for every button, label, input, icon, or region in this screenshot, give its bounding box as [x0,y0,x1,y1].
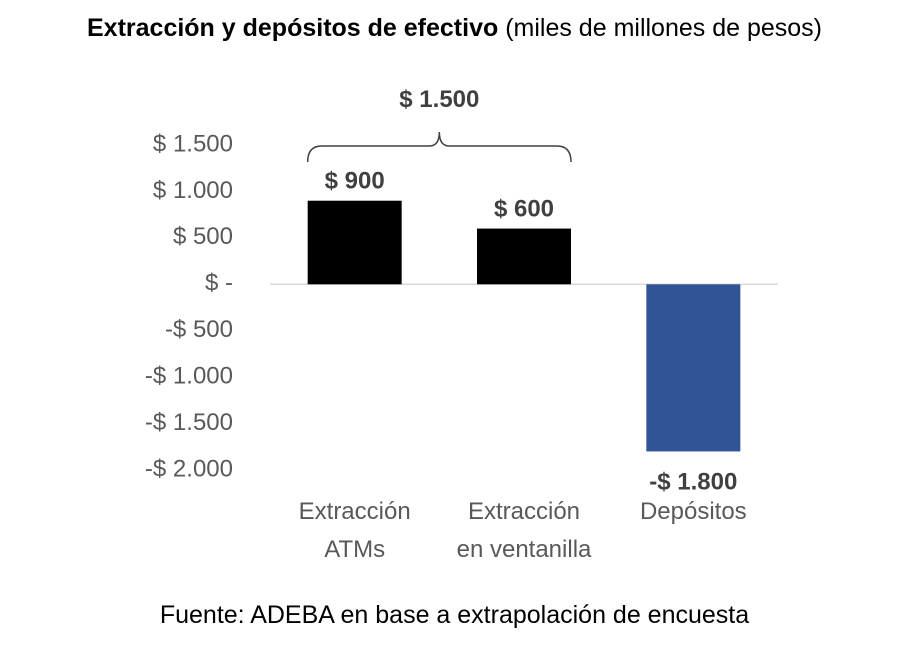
data-label: $ 900 [325,168,385,195]
category-label: Extracción [468,498,580,525]
y-tick-label: $ 1.000 [153,177,233,204]
y-tick-label: -$ 2.000 [145,455,233,482]
data-label: -$ 1.800 [649,468,737,495]
y-tick-label: $ 1.500 [153,130,233,157]
sum-brace-annotation: $ 1.500 [306,86,572,163]
curly-brace [306,131,572,163]
category-label: ATMs [324,536,385,563]
bar [646,284,741,452]
chart-title-units: (miles de millones de pesos) [505,14,822,42]
data-labels: $ 900 $ 600 -$ 1.800 [325,168,738,496]
category-label: Depósitos [640,498,747,525]
y-tick-label: $ 500 [173,223,233,250]
bar [477,228,571,285]
bar-chart: $ 1.500 $ 1.000 $ 500 $ - -$ 500 -$ 1.000 -$ 1… [145,86,778,563]
y-tick-label: $ - [205,270,233,297]
chart-title: Extracción y depósitos de efectivo (mile… [0,14,909,43]
category-label: Extracción [299,498,411,525]
y-axis-ticks: $ 1.500 $ 1.000 $ 500 $ - -$ 500 -$ 1.000 -$ 1… [145,130,233,482]
y-tick-label: -$ 1.000 [145,362,233,389]
source-note: Fuente: ADEBA en base a extrapolación de… [159,601,750,629]
chart-title-bold: Extracción y depósitos de efectivo [87,14,499,42]
bar [307,200,402,285]
brace-total-label: $ 1.500 [399,86,479,113]
category-label: en ventanilla [457,536,592,563]
data-label: $ 600 [494,196,554,223]
bars [307,200,741,452]
x-axis-categories: Extracción ATMs Extracción en ventanilla Dep… [299,498,747,563]
y-tick-label: -$ 500 [165,316,233,343]
y-tick-label: -$ 1.500 [145,409,233,436]
